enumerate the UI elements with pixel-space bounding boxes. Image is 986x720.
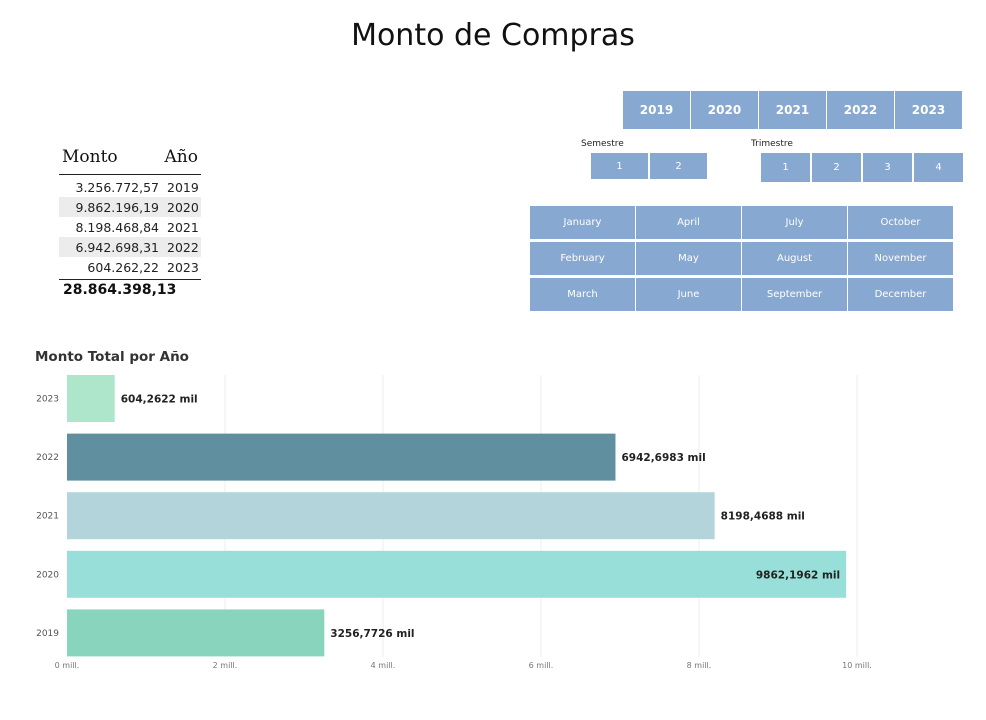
month-slicer-january[interactable]: January	[530, 206, 635, 239]
x-tick-label: 6 mill.	[529, 661, 554, 670]
bar-2023[interactable]	[67, 375, 115, 422]
x-tick-label: 10 mill.	[842, 661, 872, 670]
cell-anio: 2019	[167, 179, 199, 195]
semestre-slicer-1[interactable]: 1	[591, 153, 648, 179]
year-slicer-2020[interactable]: 2020	[691, 91, 758, 129]
bar-2019[interactable]	[67, 609, 325, 657]
trimestre-label: Trimestre	[751, 139, 793, 149]
month-slicer-june[interactable]: June	[636, 278, 741, 311]
data-label: 3256,7726 mil	[330, 628, 414, 640]
bar-chart: 0 mill. 2 mill. 4 mill. 6 mill. 8 mill. 10 mi…	[36, 375, 872, 670]
data-label: 604,2622 mil	[121, 394, 198, 406]
month-slicer-july[interactable]: July	[742, 206, 847, 239]
month-slicer-august[interactable]: August	[742, 242, 847, 275]
chart-title: Monto Total por Año	[35, 349, 189, 365]
year-slicer-2019[interactable]: 2019	[623, 91, 690, 129]
cell-monto: 6.942.698,31	[75, 239, 160, 255]
year-slicer-2023[interactable]: 2023	[895, 91, 962, 129]
month-slicer-november[interactable]: November	[848, 242, 953, 275]
y-tick-label: 2023	[36, 395, 59, 405]
bar-2020[interactable]	[67, 550, 847, 598]
month-slicer-october[interactable]: October	[848, 206, 953, 239]
bar-2022[interactable]	[67, 433, 616, 481]
x-tick-label: 2 mill.	[213, 661, 238, 670]
cell-monto: 9.862.196,19	[75, 199, 160, 215]
page-title: Monto de Compras	[351, 18, 635, 53]
x-tick-label: 4 mill.	[371, 661, 396, 670]
year-slicer-2022[interactable]: 2022	[827, 91, 894, 129]
y-tick-label: 2021	[36, 512, 59, 522]
month-slicer-december[interactable]: December	[848, 278, 953, 311]
cell-anio: 2023	[167, 259, 199, 275]
cell-monto: 8.198.468,84	[75, 219, 160, 235]
column-header-monto[interactable]: Monto	[62, 147, 118, 167]
bar-2021[interactable]	[67, 492, 715, 540]
trimestre-slicer-3[interactable]: 3	[863, 153, 912, 182]
table-total: 28.864.398,13	[63, 282, 177, 298]
column-header-anio[interactable]: Año	[164, 147, 198, 167]
cell-anio: 2022	[167, 239, 199, 255]
x-tick-label: 0 mill.	[55, 661, 80, 670]
table-row: 9.862.196,19 2020	[59, 197, 201, 217]
cell-monto: 604.262,22	[87, 259, 159, 275]
month-slicer-april[interactable]: April	[636, 206, 741, 239]
table-row: 6.942.698,31 2022	[59, 237, 201, 257]
y-tick-label: 2020	[36, 570, 59, 580]
table-row: 604.262,22 2023	[59, 257, 201, 277]
summary-table: Monto Año 3.256.772,57 2019 9.862.196,19…	[59, 140, 201, 298]
semestre-slicer-2[interactable]: 2	[650, 153, 707, 179]
month-slicer-may[interactable]: May	[636, 242, 741, 275]
trimestre-slicer-1[interactable]: 1	[761, 153, 810, 182]
trimestre-slicer-4[interactable]: 4	[914, 153, 963, 182]
table-row: 8.198.468,84 2021	[59, 217, 201, 237]
y-tick-label: 2022	[36, 453, 59, 463]
trimestre-slicer-2[interactable]: 2	[812, 153, 861, 182]
data-label: 6942,6983 mil	[621, 452, 705, 464]
data-label: 9862,1962 mil	[756, 569, 840, 581]
year-slicer-2021[interactable]: 2021	[759, 91, 826, 129]
table-row: 3.256.772,57 2019	[59, 177, 201, 197]
data-label: 8198,4688 mil	[721, 511, 805, 523]
table-header: Monto Año	[59, 140, 201, 175]
x-tick-label: 8 mill.	[687, 661, 712, 670]
cell-anio: 2021	[167, 219, 199, 235]
month-slicer-march[interactable]: March	[530, 278, 635, 311]
cell-anio: 2020	[167, 199, 199, 215]
cell-monto: 3.256.772,57	[75, 179, 160, 195]
y-tick-label: 2019	[36, 629, 59, 639]
month-slicer-february[interactable]: February	[530, 242, 635, 275]
semestre-label: Semestre	[581, 139, 624, 149]
month-slicer-september[interactable]: September	[742, 278, 847, 311]
